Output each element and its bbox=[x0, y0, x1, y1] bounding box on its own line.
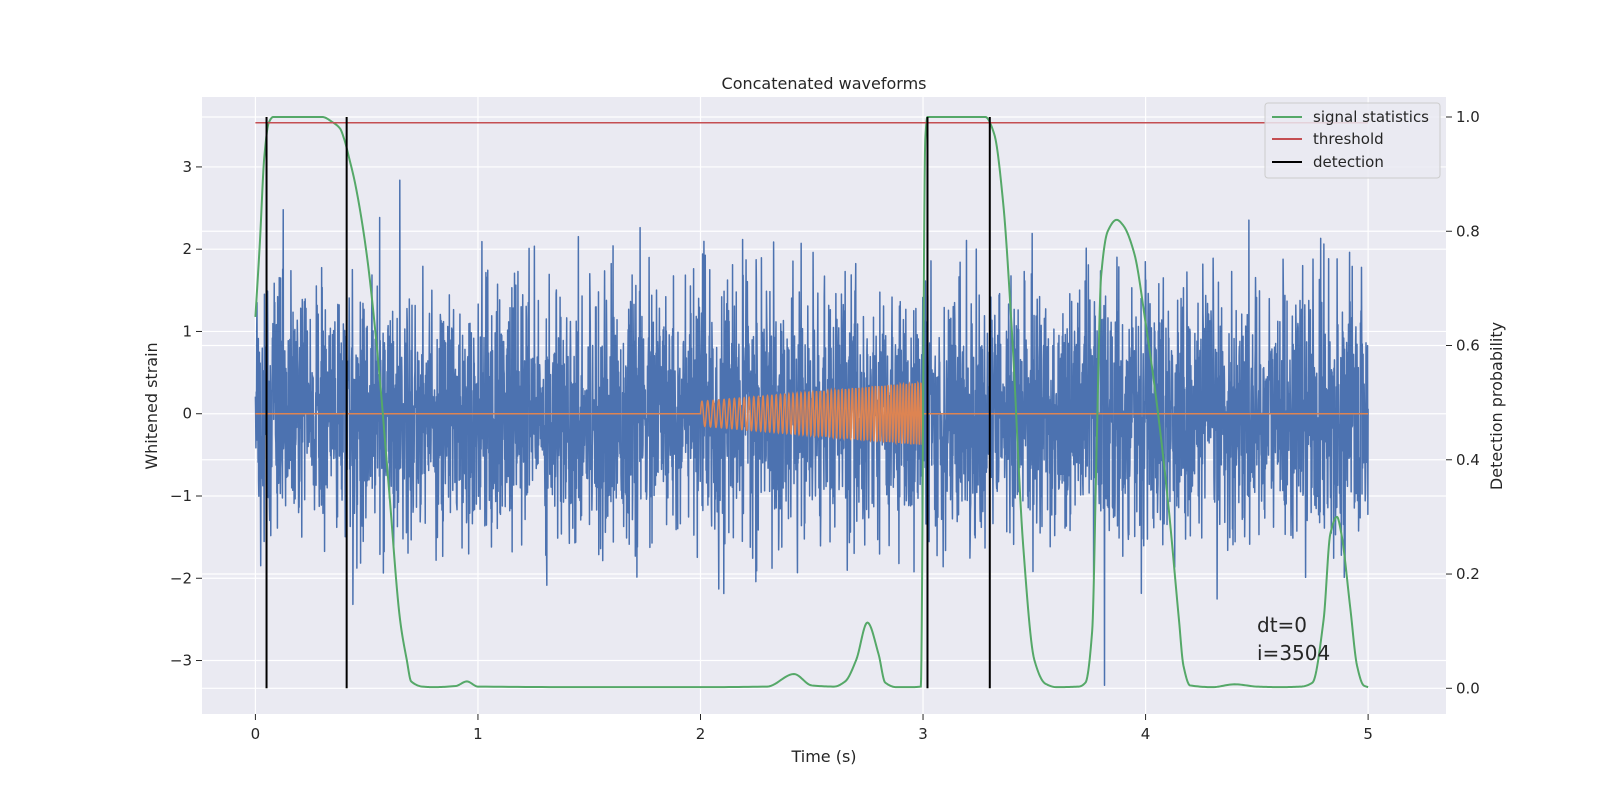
legend-label-signal-statistics: signal statistics bbox=[1313, 108, 1429, 126]
x-tick-label: 4 bbox=[1141, 725, 1151, 743]
y-right-tick-label: 1.0 bbox=[1456, 108, 1480, 126]
x-axis-label: Time (s) bbox=[790, 747, 856, 766]
annotation-index: i=3504 bbox=[1257, 641, 1330, 665]
annotation: dt=0 i=3504 bbox=[1257, 613, 1330, 665]
series-line-strain-noise bbox=[254, 179, 1369, 686]
y-right-tick-label: 0.6 bbox=[1456, 337, 1480, 355]
y-left-tick-label: −3 bbox=[170, 652, 192, 670]
annotation-dt: dt=0 bbox=[1257, 613, 1307, 637]
y-left-tick-label: 0 bbox=[182, 405, 192, 423]
y-axis-label-right: Detection probability bbox=[1487, 322, 1506, 490]
x-tick-label: 0 bbox=[251, 725, 261, 743]
ticks: 0 1 2 3 4 5 −3 −2 −1 0 1 2 3 0.0 0.2 0.4 0.6 0.8 1.0 bbox=[170, 108, 1480, 743]
series-line-injected-waveform bbox=[255, 380, 1369, 446]
y-left-tick-label: 3 bbox=[182, 158, 192, 176]
strain-noise-series bbox=[254, 179, 1369, 686]
x-tick-label: 1 bbox=[473, 725, 483, 743]
legend: signal statistics threshold detection bbox=[1264, 102, 1441, 179]
y-right-tick-label: 0.2 bbox=[1456, 565, 1480, 583]
y-left-tick-label: 2 bbox=[182, 240, 192, 258]
chart-title: Concatenated waveforms bbox=[722, 74, 927, 93]
y-right-tick-label: 0.4 bbox=[1456, 451, 1480, 469]
y-right-tick-label: 0.0 bbox=[1456, 679, 1480, 697]
y-left-tick-label: −2 bbox=[170, 569, 192, 587]
x-tick-label: 2 bbox=[696, 725, 706, 743]
legend-label-detection: detection bbox=[1313, 153, 1384, 171]
legend-box bbox=[1264, 102, 1441, 179]
y-left-tick-label: 1 bbox=[182, 322, 192, 340]
y-left-tick-label: −1 bbox=[170, 487, 192, 505]
y-axis-label-left: Whitened strain bbox=[142, 342, 161, 469]
x-tick-label: 3 bbox=[918, 725, 928, 743]
series-layer bbox=[254, 116, 1369, 689]
legend-label-threshold: threshold bbox=[1313, 130, 1384, 148]
x-tick-label: 5 bbox=[1363, 725, 1373, 743]
y-right-tick-label: 0.8 bbox=[1456, 222, 1480, 240]
